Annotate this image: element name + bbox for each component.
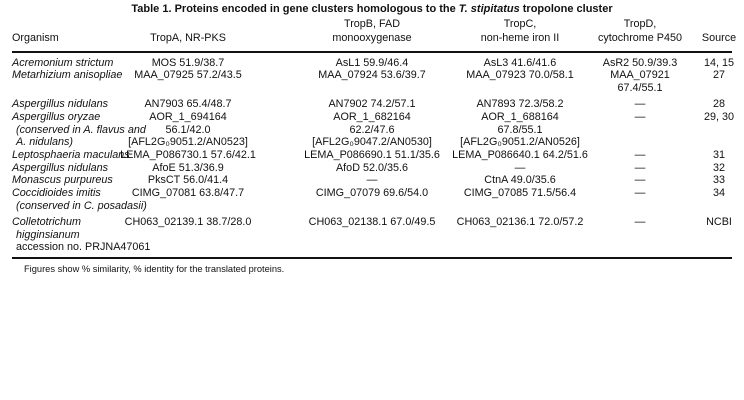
source-cell: 33: [712, 174, 726, 187]
source-cell: 34: [712, 187, 726, 199]
column-header-tropC: non-heme iron II: [480, 32, 560, 44]
tropA-cell: MOS 51.9/38.7: [151, 56, 225, 69]
tropD-cell: 67.4/55.1: [617, 81, 663, 94]
tropA-cell: MAA_07925 57.2/43.5: [134, 69, 242, 82]
bottom-rule: [12, 257, 732, 259]
tropD-cell: —: [634, 98, 646, 111]
tropC-cell: CIMG_07085 71.5/56.4: [463, 187, 577, 199]
tropC-cell: AN7893 72.3/58.2: [476, 98, 564, 111]
table-footnote: Figures show % similarity, % identity fo…: [24, 264, 285, 274]
tropA-cell: CIMG_07081 63.8/47.7: [131, 187, 245, 199]
table-title: Table 1. Proteins encoded in gene cluste…: [131, 3, 613, 15]
tropD-cell: —: [634, 187, 646, 199]
column-header-tropB: TropB, FAD: [344, 18, 400, 30]
column-header-source: Source: [701, 32, 737, 44]
column-header-tropC: TropC,: [503, 18, 537, 30]
organism-cell: higginsianum: [16, 228, 80, 241]
tropC-cell: AOR_1_688164: [481, 110, 559, 123]
tropB-cell: AOR_1_682164: [333, 110, 411, 123]
tropA-cell: AOR_1_694164: [149, 110, 227, 123]
tropB-cell: 62.2/47.6: [349, 123, 395, 136]
organism-cell: Leptosphaeria maculans: [12, 148, 130, 161]
header-rule: [12, 51, 732, 53]
tropC-cell: MAA_07923 70.0/58.1: [466, 69, 574, 82]
tropD-cell: —: [634, 174, 646, 187]
source-cell: 29, 30: [703, 110, 735, 123]
tropA-cell: PksCT 56.0/41.4: [147, 174, 229, 187]
tropB-cell: AsL1 59.9/46.4: [335, 56, 409, 69]
tropD-cell: —: [634, 148, 646, 161]
source-cell: 27: [712, 69, 726, 82]
tropB-cell: [AFL2G₀9047.2/AN0530]: [312, 136, 432, 149]
organism-cell: Aspergillus oryzae: [12, 110, 101, 123]
organism-cell: A. nidulans): [16, 136, 74, 149]
tropB-cell: CIMG_07079 69.6/54.0: [315, 187, 429, 199]
tropC-cell: LEMA_P086640.1 64.2/51.6: [452, 148, 588, 161]
tropB-cell: MAA_07924 53.6/39.7: [318, 69, 426, 82]
tropB-cell: CH063_02138.1 67.0/49.5: [308, 215, 436, 228]
tropA-cell: [AFL2G₀9051.2/AN0523]: [128, 136, 248, 149]
tropC-cell: —: [514, 161, 526, 174]
organism-cell: Aspergillus nidulans: [12, 98, 109, 111]
tropB-cell: AN7902 74.2/57.1: [328, 98, 416, 111]
source-cell: NCBI: [706, 215, 732, 228]
organism-cell: (conserved in C. posadasii): [16, 199, 147, 212]
tropA-cell: AfoE 51.3/36.9: [152, 161, 224, 174]
source-cell: 14, 15: [703, 56, 735, 69]
organism-cell: Acremonium strictum: [12, 56, 114, 69]
column-header-tropD: cytochrome P450: [597, 32, 683, 44]
source-cell: 32: [712, 161, 726, 174]
organism-cell: Metarhizium anisopliae: [12, 69, 123, 82]
tropB-cell: AfoD 52.0/35.6: [335, 161, 409, 174]
tropD-cell: —: [634, 215, 646, 228]
tropB-cell: —: [366, 174, 378, 187]
column-header-organism: Organism: [12, 32, 59, 44]
column-header-tropD: TropD,: [623, 18, 657, 30]
tropA-cell: 56.1/42.0: [165, 123, 211, 136]
tropC-cell: CH063_02136.1 72.0/57.2: [456, 215, 584, 228]
tropA-cell: LEMA_P086730.1 57.6/42.1: [120, 148, 256, 161]
organism-cell: Coccidioides imitis: [12, 187, 101, 199]
tropC-cell: AsL3 41.6/41.6: [483, 56, 557, 69]
tropC-cell: 67.8/55.1: [497, 123, 543, 136]
organism-cell: Colletotrichum: [12, 215, 82, 228]
tropA-cell: CH063_02139.1 38.7/28.0: [124, 215, 252, 228]
tropD-cell: MAA_07921: [610, 69, 670, 82]
organism-cell: (conserved in A. flavus and: [16, 123, 146, 136]
organism-cell: accession no. PRJNA47061: [16, 241, 151, 254]
tropC-cell: [AFL2G₀9051.2/AN0526]: [460, 136, 580, 149]
tropD-cell: —: [634, 110, 646, 123]
tropB-cell: LEMA_P086690.1 51.1/35.6: [304, 148, 440, 161]
source-cell: 28: [712, 98, 726, 111]
tropA-cell: AN7903 65.4/48.7: [144, 98, 232, 111]
tropD-cell: —: [634, 161, 646, 174]
organism-cell: Aspergillus nidulans: [12, 161, 109, 174]
column-header-tropA: TropA, NR-PKS: [150, 32, 226, 44]
source-cell: 31: [712, 148, 726, 161]
tropD-cell: AsR2 50.9/39.3: [602, 56, 678, 69]
organism-cell: Monascus purpureus: [12, 174, 113, 187]
column-header-tropB: monooxygenase: [332, 32, 412, 44]
tropC-cell: CtnA 49.0/35.6: [484, 174, 556, 187]
